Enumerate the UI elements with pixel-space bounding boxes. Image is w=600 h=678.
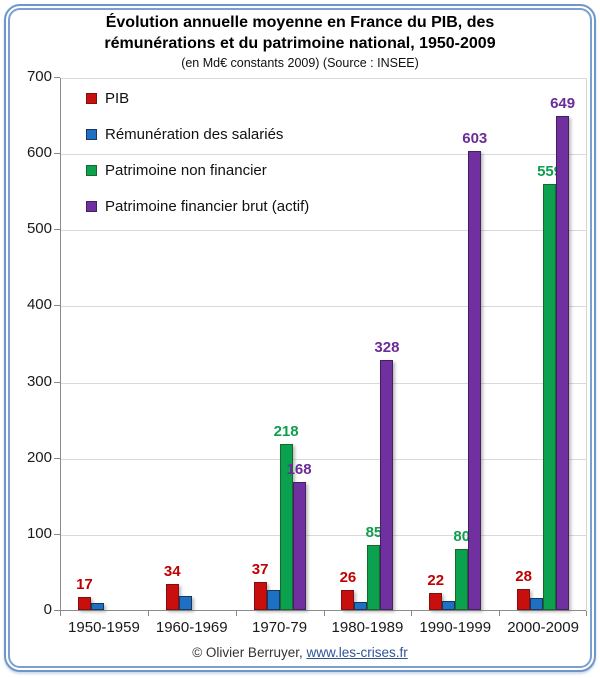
y-tick-mark-500 [54,229,60,231]
y-tick-label-300: 300 [26,372,52,390]
gridline-400 [60,306,587,308]
chart-header: Évolution annuelle moyenne en France du … [0,12,600,70]
bar-Rémunération des salariés-1970-79 [266,590,280,610]
gridline-300 [60,382,587,384]
bar-PIB-1980-1989 [341,590,355,610]
bar-Rémunération des salariés-2000-2009 [530,598,544,610]
chart-title-line-2: rémunérations et du patrimoine national,… [104,35,496,52]
bar-Rémunération des salariés-1960-1969 [178,596,192,610]
data-label-PIB-2000-2009: 28 [515,568,532,585]
data-label-Patrimoine non financier-1980-1989: 85 [365,524,383,541]
footer-copyright-text: © Olivier Berruyer, [192,645,303,660]
legend-swatch-Patrimoine non financier [86,165,97,176]
x-tick-label-1950-1959: 1950-1959 [68,619,140,636]
data-label-Patrimoine financier brut (actif)-1970-79: 168 [286,461,312,478]
y-tick-label-400: 400 [26,296,52,314]
bar-PIB-2000-2009 [517,589,531,610]
x-tick-mark-0 [60,610,61,616]
bar-Rémunération des salariés-1980-1989 [354,602,368,610]
bar-PIB-1960-1969 [165,584,179,610]
x-tick-mark-3 [324,610,325,616]
data-label-Patrimoine financier brut (actif)-1990-1999: 603 [462,130,488,147]
bar-Rémunération des salariés-1950-1959 [90,603,104,610]
x-tick-label-2000-2009: 2000-2009 [507,619,579,636]
legend-label-PIB: PIB [105,90,130,107]
legend-item-Patrimoine non financier: Patrimoine non financier [86,162,267,179]
chart-subtitle: (en Md€ constants 2009) (Source : INSEE) [181,56,419,70]
gridline-700 [60,78,587,79]
y-tick-mark-600 [54,153,60,155]
y-tick-label-500: 500 [26,220,52,238]
data-label-Patrimoine financier brut (actif)-1980-1989: 328 [374,339,400,356]
data-label-Patrimoine non financier-2000-2009: 559 [537,163,563,180]
bar-Patrimoine financier brut (actif)-1970-79 [292,482,306,610]
bar-Patrimoine non financier-1980-1989 [367,545,381,610]
y-axis-line [60,78,61,611]
plot-area: PIB Rémunération des salariés Patrimoine n… [60,78,587,611]
data-label-Patrimoine non financier-1990-1999: 80 [453,528,471,545]
x-tick-mark-2 [236,610,237,616]
footer-credit: © Olivier Berruyer, www.les-crises.fr [0,645,600,660]
x-tick-mark-1 [148,610,149,616]
legend-item-Rémunération des salariés: Rémunération des salariés [86,126,283,143]
legend-item-Patrimoine financier brut (actif): Patrimoine financier brut (actif) [86,198,309,215]
legend-label-Patrimoine non financier: Patrimoine non financier [105,162,267,179]
gridline-200 [60,458,587,460]
outer-frame-border [4,4,596,672]
y-tick-label-600: 600 [26,144,52,162]
y-tick-label-0: 0 [43,601,52,618]
bar-PIB-1950-1959 [77,597,91,610]
gridline-100 [60,534,587,536]
x-tick-label-1990-1999: 1990-1999 [419,619,492,636]
y-tick-label-200: 200 [26,448,52,466]
les-crises-link[interactable]: www.les-crises.fr [306,645,408,660]
data-label-PIB-1950-1959: 17 [76,576,93,593]
data-label-PIB-1970-79: 37 [251,561,269,578]
y-tick-mark-100 [54,533,60,535]
data-label-Patrimoine financier brut (actif)-2000-2009: 649 [550,95,576,112]
x-tick-mark-4 [411,610,412,616]
bar-Patrimoine non financier-2000-2009 [543,184,557,610]
y-tick-mark-0 [54,610,60,611]
inner-frame-border [8,8,592,668]
bar-Patrimoine financier brut (actif)-2000-2009 [556,116,570,610]
bar-Patrimoine financier brut (actif)-1990-1999 [468,151,482,610]
bar-Rémunération des salariés-1990-1999 [442,601,456,610]
legend-swatch-PIB [86,93,97,104]
data-label-PIB-1960-1969: 34 [163,563,181,580]
legend-item-PIB: PIB [86,90,129,107]
bar-PIB-1990-1999 [429,593,443,610]
y-tick-mark-200 [54,457,60,459]
data-label-Patrimoine non financier-1970-79: 218 [273,423,299,440]
x-tick-mark-5 [499,610,500,616]
gridline-600 [60,154,587,156]
x-tick-label-1980-1989: 1980-1989 [331,619,404,636]
x-tick-label-1970-79: 1970-79 [252,619,308,636]
x-tick-mark-end [586,610,587,616]
bar-Patrimoine non financier-1990-1999 [455,549,469,610]
chart-title-line-1: Évolution annuelle moyenne en France du … [105,14,495,31]
legend-label-Patrimoine financier brut (actif): Patrimoine financier brut (actif) [105,198,310,215]
data-label-PIB-1980-1989: 26 [339,569,357,586]
legend-swatch-Rémunération des salariés [86,129,97,140]
bar-Patrimoine non financier-1970-79 [279,444,293,610]
bar-Patrimoine financier brut (actif)-1980-1989 [380,360,394,610]
y-tick-mark-300 [54,381,60,383]
data-label-PIB-1990-1999: 22 [427,572,445,589]
legend-swatch-Patrimoine financier brut (actif) [86,201,97,212]
x-axis-line [60,610,587,611]
y-tick-label-100: 100 [26,524,52,542]
gridline-500 [60,230,587,232]
y-tick-label-700: 700 [26,68,52,85]
plot-right-border [586,78,587,611]
bar-PIB-1970-79 [253,582,267,610]
y-tick-mark-400 [54,305,60,307]
y-tick-mark-700 [54,77,60,78]
x-tick-label-1960-1969: 1960-1969 [155,619,228,636]
legend-label-Rémunération des salariés: Rémunération des salariés [105,126,284,143]
